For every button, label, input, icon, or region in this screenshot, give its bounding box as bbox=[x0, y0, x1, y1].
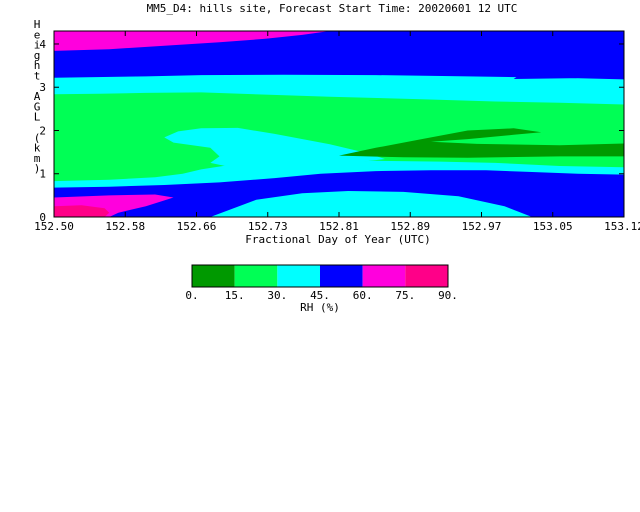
y-axis-label-char: e bbox=[34, 28, 41, 41]
contour-region-9 bbox=[54, 205, 110, 217]
x-tick-label: 152.66 bbox=[177, 220, 217, 233]
y-axis: 0 1 2 3 4 bbox=[39, 38, 624, 224]
y-axis-label-char: G bbox=[34, 100, 41, 113]
y-tick-label: 2 bbox=[39, 124, 46, 137]
colorbar-level-label: 75. bbox=[395, 289, 415, 302]
colorbar-swatch bbox=[192, 265, 235, 287]
colorbar-level-label: 90. bbox=[438, 289, 458, 302]
colorbar-level-label: 30. bbox=[267, 289, 287, 302]
y-axis-label-char: t bbox=[34, 70, 41, 83]
colorbar-level-label: 45. bbox=[310, 289, 330, 302]
contour-region-4 bbox=[164, 127, 385, 169]
colorbar-level-label: 0. bbox=[185, 289, 198, 302]
y-axis-label-char: A bbox=[34, 90, 41, 103]
contour-region-10 bbox=[210, 191, 533, 217]
colorbar: 0. 15. 30. 45. 60. 75. 90. bbox=[185, 264, 458, 302]
x-tick-label: 153.12 bbox=[604, 220, 640, 233]
colorbar-swatch bbox=[277, 265, 320, 287]
y-axis-label-char: L bbox=[34, 111, 41, 124]
x-axis: 152.50 152.58 152.66 152.73 152.81 152.89 152.… bbox=[34, 31, 640, 233]
contour-region-7 bbox=[54, 31, 330, 51]
colorbar-swatch bbox=[362, 265, 406, 287]
contour-region-5 bbox=[339, 128, 624, 158]
chart-title: MM5_D4: hills site, Forecast Start Time:… bbox=[147, 2, 518, 15]
x-tick-label: 152.81 bbox=[319, 220, 359, 233]
y-axis-label-char: H bbox=[34, 18, 41, 31]
x-tick-label: 152.58 bbox=[105, 220, 145, 233]
plot-area bbox=[53, 30, 625, 218]
colorbar-level-label: 15. bbox=[225, 289, 245, 302]
y-axis-label-char: m bbox=[34, 152, 41, 165]
colorbar-swatch bbox=[320, 265, 363, 287]
y-axis-label-char: g bbox=[34, 49, 41, 62]
contour-region-2 bbox=[513, 47, 578, 79]
colorbar-label: RH (%) bbox=[300, 301, 340, 314]
y-tick-label: 3 bbox=[39, 81, 46, 94]
y-axis-label-char: k bbox=[34, 142, 41, 155]
x-tick-label: 153.05 bbox=[533, 220, 573, 233]
y-axis-label-char: ) bbox=[34, 162, 41, 175]
colorbar-frame bbox=[191, 264, 449, 288]
x-tick-label: 152.89 bbox=[390, 220, 430, 233]
x-tick-label: 152.50 bbox=[34, 220, 74, 233]
x-tick-label: 152.73 bbox=[248, 220, 288, 233]
colorbar-swatch bbox=[405, 265, 448, 287]
y-tick-label: 0 bbox=[39, 211, 46, 224]
x-axis-label: Fractional Day of Year (UTC) bbox=[245, 233, 430, 246]
y-tick-label: 4 bbox=[39, 38, 46, 51]
y-axis-label-char: ( bbox=[34, 131, 41, 144]
contour-region-3 bbox=[54, 92, 624, 182]
colorbar-swatch bbox=[234, 265, 278, 287]
y-tick-label: 1 bbox=[39, 168, 46, 181]
colorbar-level-label: 60. bbox=[353, 289, 373, 302]
contour-regions bbox=[54, 31, 624, 217]
y-axis-label-char: i bbox=[34, 39, 41, 52]
x-tick-label: 152.97 bbox=[462, 220, 502, 233]
y-axis-label-char: h bbox=[34, 59, 41, 72]
